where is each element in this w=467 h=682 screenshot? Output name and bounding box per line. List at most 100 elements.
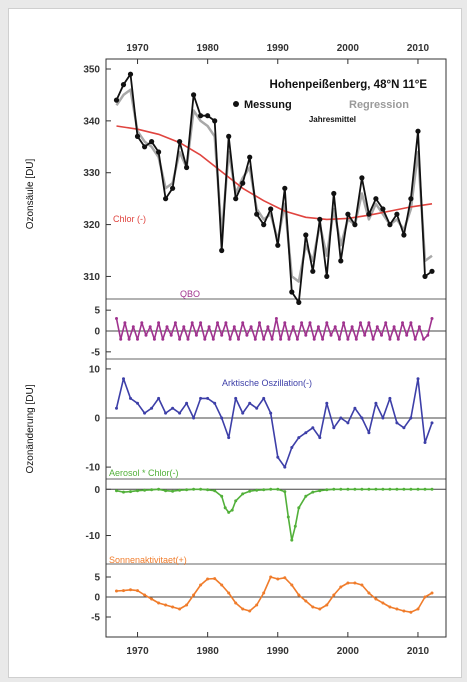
data-point-qbo (253, 337, 257, 341)
data-point-qbo (325, 321, 329, 325)
data-point-aerosol (290, 538, 294, 542)
data-point-total (149, 139, 155, 145)
legend-annual-label: Jahresmittel (309, 115, 356, 124)
data-point-solar (360, 583, 364, 587)
data-point-total (205, 113, 211, 119)
data-point-total (366, 211, 372, 217)
data-point-qbo (321, 337, 325, 341)
data-point-aerosol (353, 487, 357, 491)
data-point-solar (290, 583, 294, 587)
data-point-qbo (123, 321, 127, 325)
y-tick-label: 0 (94, 327, 100, 338)
x-tick-label-top: 1990 (267, 43, 290, 54)
data-point-qbo (367, 321, 371, 325)
data-point-qbo (211, 337, 215, 341)
data-point-aerosol (199, 487, 203, 491)
data-point-qbo (203, 337, 207, 341)
data-point-qbo (140, 321, 144, 325)
data-point-ao (129, 396, 132, 400)
series-line-total-2 (116, 125, 433, 221)
data-point-solar (150, 597, 154, 601)
data-point-total (331, 190, 337, 197)
data-point-aerosol (381, 487, 385, 491)
data-point-solar (423, 595, 427, 599)
data-point-aerosol (304, 494, 308, 498)
data-point-ao (332, 426, 336, 430)
data-point-qbo (333, 325, 337, 329)
x-tick-label-bottom: 1990 (267, 646, 290, 657)
data-point-qbo (300, 321, 304, 325)
data-point-aerosol (374, 487, 378, 491)
data-point-total (275, 242, 281, 248)
data-point-total (422, 273, 428, 279)
data-point-solar (402, 609, 406, 613)
data-point-ao (185, 401, 189, 405)
data-point-solar (374, 597, 378, 601)
data-point-aerosol (157, 487, 161, 491)
data-point-total (303, 232, 309, 238)
data-point-ao (115, 406, 118, 410)
data-point-aerosol (402, 487, 406, 491)
data-point-qbo (270, 337, 274, 341)
data-point-qbo (199, 321, 203, 325)
data-point-qbo (287, 337, 291, 341)
data-point-solar (206, 577, 210, 581)
series-line-aerosol-0 (116, 488, 432, 541)
data-point-ao (353, 406, 357, 410)
data-point-solar (332, 593, 336, 597)
data-point-aerosol (220, 494, 224, 498)
data-point-aerosol (223, 506, 227, 510)
data-point-qbo (405, 333, 409, 337)
data-point-ao (381, 416, 385, 420)
data-point-aerosol (192, 487, 196, 491)
data-point-solar (416, 607, 420, 611)
data-point-qbo (224, 321, 228, 325)
data-point-ao (367, 431, 371, 435)
data-point-aerosol (339, 487, 343, 491)
data-point-total (191, 92, 197, 98)
ao-series-label: Arktische Oszillation(-) (222, 378, 312, 388)
y-tick-label: 5 (94, 573, 100, 584)
data-point-ao (150, 406, 154, 410)
data-point-qbo (165, 325, 169, 329)
data-point-solar (269, 575, 273, 579)
data-point-ao (199, 396, 203, 400)
data-point-total (219, 247, 225, 254)
data-point-total (394, 211, 400, 217)
data-point-aerosol (269, 487, 273, 491)
data-point-aerosol (395, 487, 399, 491)
data-point-solar (346, 581, 350, 585)
data-point-qbo (308, 321, 312, 325)
data-point-total (345, 211, 351, 217)
data-point-ao (220, 416, 224, 420)
data-point-aerosol (311, 490, 315, 494)
aerosol-series-label: Aerosol * Chlor(-) (109, 468, 179, 478)
data-point-qbo (207, 325, 211, 329)
data-point-qbo (186, 337, 190, 341)
data-point-total (359, 175, 365, 181)
data-point-ao (423, 441, 427, 444)
data-point-ao (248, 401, 252, 405)
data-point-aerosol (409, 487, 413, 491)
data-point-qbo (329, 333, 333, 337)
data-point-aerosol (262, 488, 266, 492)
data-point-qbo (152, 337, 156, 341)
y-tick-label: 330 (83, 168, 100, 179)
data-point-qbo (249, 325, 253, 329)
data-point-qbo (136, 337, 139, 341)
data-point-aerosol (206, 488, 210, 492)
legend-measurement-label: Messung (244, 99, 292, 111)
data-point-aerosol (346, 487, 350, 491)
data-point-total (142, 144, 148, 150)
data-point-qbo (291, 325, 295, 329)
data-point-total (415, 128, 421, 134)
data-point-total (352, 222, 358, 228)
data-point-ao (360, 416, 364, 420)
data-point-solar (262, 591, 266, 595)
data-point-total (226, 133, 232, 139)
data-point-solar (304, 599, 308, 603)
x-tick-label-bottom: 1980 (197, 646, 220, 657)
y-tick-label: 320 (83, 220, 100, 231)
data-point-ao (290, 446, 294, 449)
data-point-qbo (392, 325, 396, 329)
